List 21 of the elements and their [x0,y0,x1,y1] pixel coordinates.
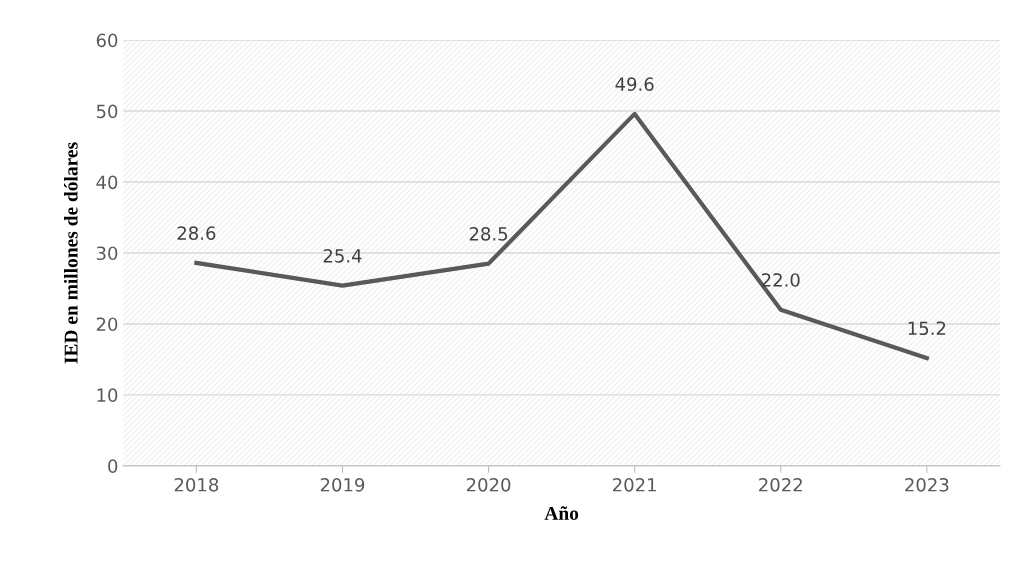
y-tick-label: 30 [96,246,118,261]
data-label: 15.2 [908,321,946,336]
data-label: 49.6 [615,77,654,91]
x-tick-label: 2019 [320,477,365,492]
x-tick-label: 2022 [759,477,802,492]
x-tick-label: 2018 [174,477,219,492]
data-label: 28.5 [469,227,508,241]
y-tick-label: 40 [96,175,118,190]
y-tick-label: 10 [97,388,118,403]
x-tick-label: 2020 [466,477,511,492]
y-tick-label: 60 [96,33,118,48]
y-tick-label: 20 [96,317,118,332]
data-label: 22.0 [761,273,800,287]
x-axis-title: Año [544,506,579,520]
y-tick-label: 0 [108,459,118,473]
x-tick-label: 2023 [905,477,949,492]
data-label: 25.4 [323,249,362,263]
y-tick-label: 50 [96,104,118,119]
y-axis-title: IED en millones de dólares [63,142,78,364]
data-label: 28.6 [177,226,216,240]
x-tick-label: 2021 [613,477,656,492]
